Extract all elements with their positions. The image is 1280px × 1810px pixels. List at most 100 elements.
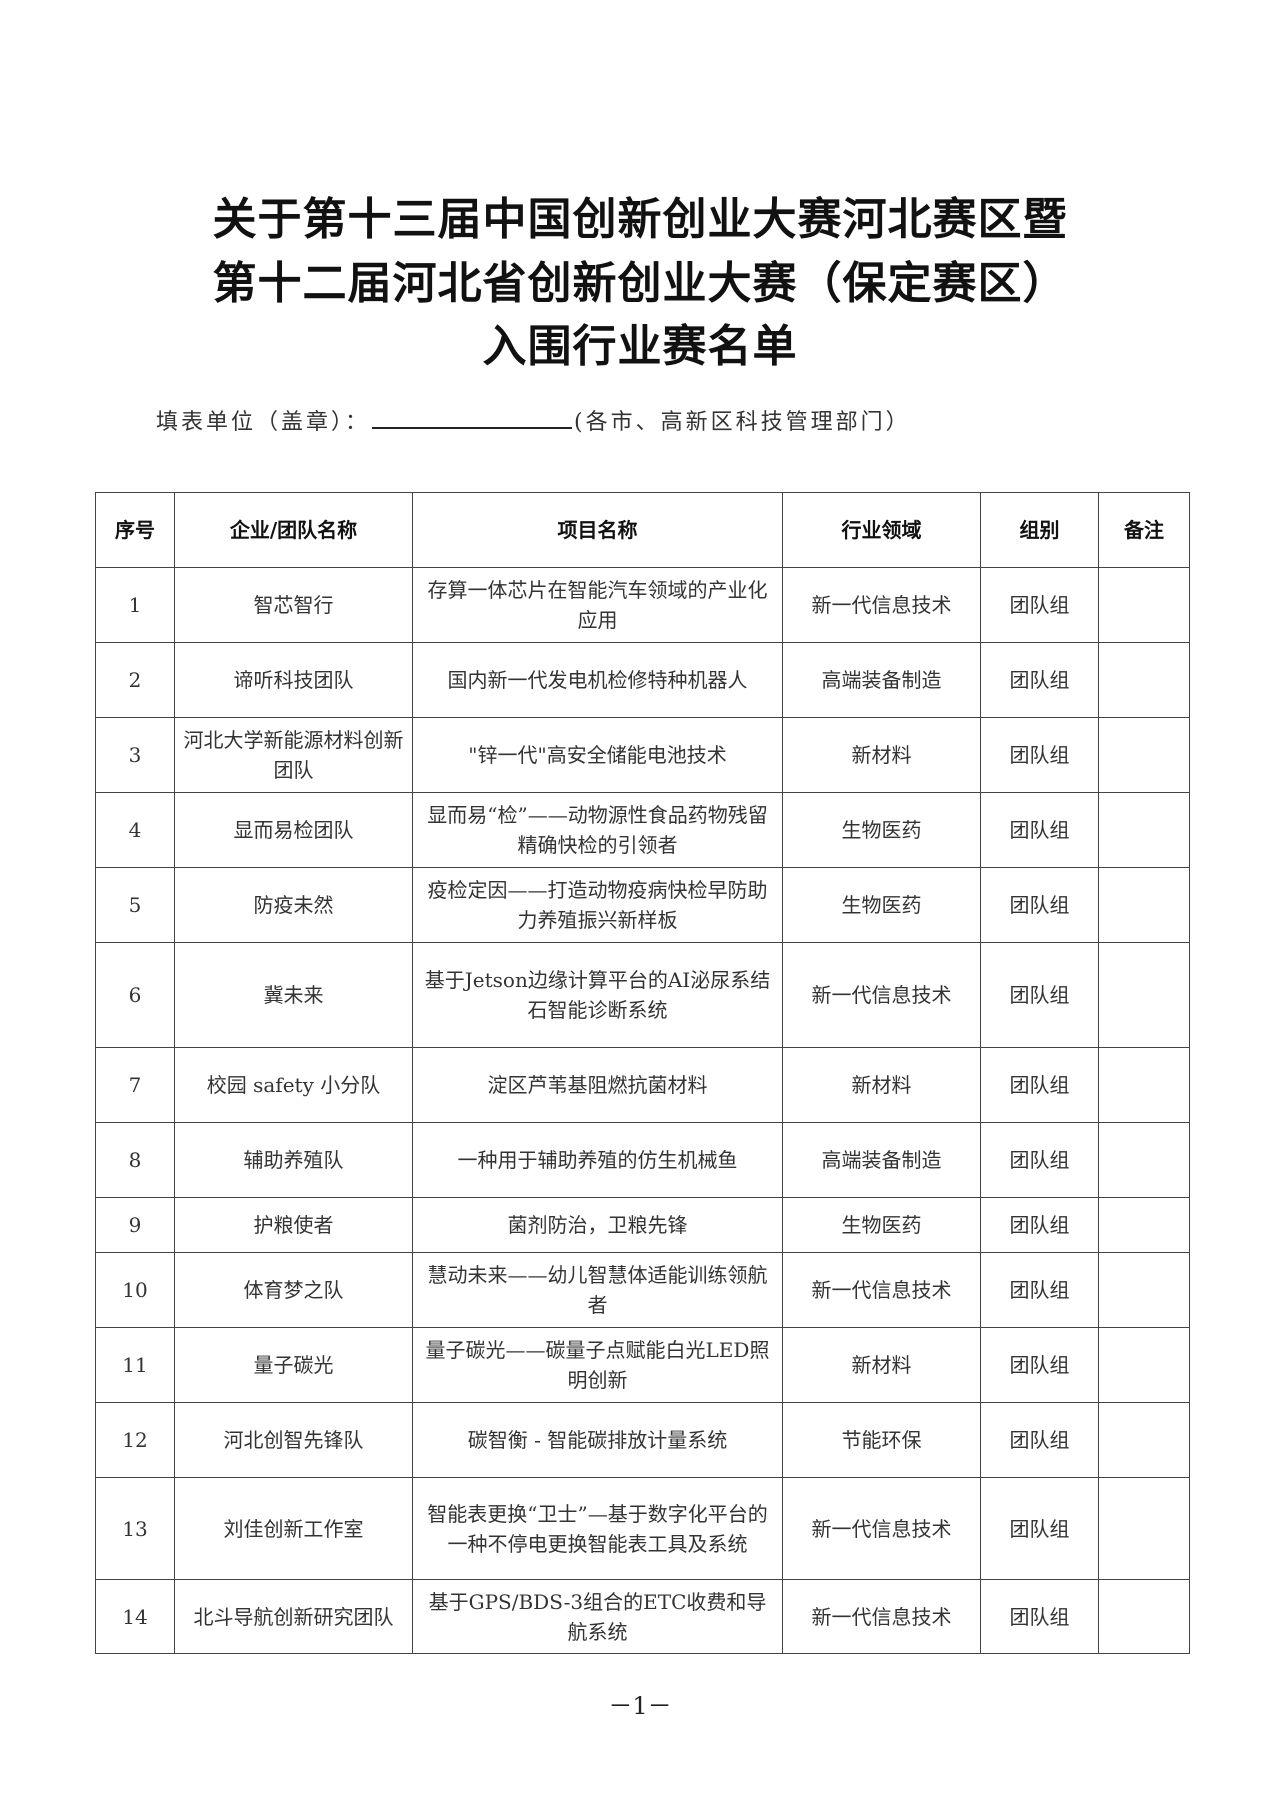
- cell-group: 团队组: [980, 792, 1099, 868]
- cell-remark: [1098, 867, 1190, 943]
- cell-group: 团队组: [980, 567, 1099, 643]
- fill-blank: [372, 407, 573, 429]
- cell-project: 淀区芦苇基阻燃抗菌材料: [412, 1047, 783, 1123]
- cell-remark: [1098, 1197, 1190, 1253]
- cell-team: 北斗导航创新研究团队: [174, 1579, 413, 1654]
- table-row: 13 刘佳创新工作室 智能表更换“卫士”—基于数字化平台的一种不停电更换智能表工具及…: [95, 1477, 1190, 1580]
- cell-index: 3: [95, 717, 175, 793]
- cell-team: 护粮使者: [174, 1197, 413, 1253]
- cell-team: 辅助养殖队: [174, 1122, 413, 1198]
- cell-index: 4: [95, 792, 175, 868]
- cell-remark: [1098, 642, 1190, 718]
- cell-industry: 新一代信息技术: [782, 942, 981, 1048]
- cell-group: 团队组: [980, 1477, 1099, 1580]
- cell-remark: [1098, 1579, 1190, 1654]
- cell-index: 8: [95, 1122, 175, 1198]
- page-number: －1－: [608, 1692, 672, 1720]
- table-row: 2 谛听科技团队 国内新一代发电机检修特种机器人 高端装备制造 团队组: [95, 642, 1190, 718]
- cell-remark: [1098, 1252, 1190, 1328]
- cell-index: 5: [95, 867, 175, 943]
- cell-group: 团队组: [980, 1579, 1099, 1654]
- cell-project: 疫检定因——打造动物疫病快检早防助力养殖振兴新样板: [412, 867, 783, 943]
- cell-project: 存算一体芯片在智能汽车领域的产业化应用: [412, 567, 783, 643]
- cell-team: 河北创智先锋队: [174, 1402, 413, 1478]
- table-row: 6 冀未来 基于Jetson边缘计算平台的AI泌尿系结石智能诊断系统 新一代信息技术团…: [95, 942, 1190, 1048]
- cell-remark: [1098, 567, 1190, 643]
- cell-remark: [1098, 792, 1190, 868]
- cell-index: 11: [95, 1327, 175, 1403]
- cell-project: 菌剂防治，卫粮先锋: [412, 1197, 783, 1253]
- fill-label: 填表单位（盖章）：: [156, 410, 371, 435]
- header-index: 序号: [95, 492, 175, 568]
- cell-group: 团队组: [980, 1197, 1099, 1253]
- table-row: 4 显而易检团队 显而易“检”——动物源性食品药物残留精确快检的引领者 生物医药 团队组: [95, 792, 1190, 868]
- cell-team: 谛听科技团队: [174, 642, 413, 718]
- cell-remark: [1098, 1047, 1190, 1123]
- cell-team: 防疫未然: [174, 867, 413, 943]
- cell-industry: 新材料: [782, 1047, 981, 1123]
- cell-group: 团队组: [980, 1402, 1099, 1478]
- table-row: 10 体育梦之队 慧动未来——幼儿智慧体适能训练领航者 新一代信息技术 团队组: [95, 1252, 1190, 1328]
- cell-group: 团队组: [980, 717, 1099, 793]
- cell-team: 显而易检团队: [174, 792, 413, 868]
- cell-remark: [1098, 942, 1190, 1048]
- cell-team: 刘佳创新工作室: [174, 1477, 413, 1580]
- cell-index: 1: [95, 567, 175, 643]
- header-group: 组别: [980, 492, 1099, 568]
- cell-project: 智能表更换“卫士”—基于数字化平台的一种不停电更换智能表工具及系统: [412, 1477, 783, 1580]
- title-line-1: 关于第十三届中国创新创业大赛河北赛区暨: [212, 194, 1068, 245]
- table-row: 14 北斗导航创新研究团队 基于GPS/BDS-3组合的ETC收费和导航系统 新一代信…: [95, 1579, 1190, 1654]
- cell-industry: 高端装备制造: [782, 1122, 981, 1198]
- cell-group: 团队组: [980, 867, 1099, 943]
- cell-industry: 新材料: [782, 1327, 981, 1403]
- table-row: 9 护粮使者 菌剂防治，卫粮先锋 生物医药 团队组: [95, 1197, 1190, 1253]
- cell-group: 团队组: [980, 1122, 1099, 1198]
- cell-team: 智芯智行: [174, 567, 413, 643]
- fill-unit-line: 填表单位（盖章）： (各市、高新区科技管理部门）: [156, 404, 911, 436]
- cell-index: 7: [95, 1047, 175, 1123]
- cell-project: 碳智衡 - 智能碳排放计量系统: [412, 1402, 783, 1478]
- shortlist-table: 序号 企业/团队名称 项目名称 行业领域 组别 备注 1 智芯智行 存算一体芯片在智…: [95, 492, 1190, 1654]
- cell-index: 10: [95, 1252, 175, 1328]
- cell-project: 基于Jetson边缘计算平台的AI泌尿系结石智能诊断系统: [412, 942, 783, 1048]
- header-industry: 行业领域: [782, 492, 981, 568]
- cell-industry: 生物医药: [782, 792, 981, 868]
- cell-project: 基于GPS/BDS-3组合的ETC收费和导航系统: [412, 1579, 783, 1654]
- cell-industry: 新一代信息技术: [782, 1579, 981, 1654]
- table-row: 7 校园 safety 小分队 淀区芦苇基阻燃抗菌材料 新材料 团队组: [95, 1047, 1190, 1123]
- cell-industry: 生物医药: [782, 867, 981, 943]
- header-project: 项目名称: [412, 492, 783, 568]
- cell-index: 12: [95, 1402, 175, 1478]
- cell-project: 慧动未来——幼儿智慧体适能训练领航者: [412, 1252, 783, 1328]
- cell-remark: [1098, 1327, 1190, 1403]
- header-team: 企业/团队名称: [174, 492, 413, 568]
- title-line-2: 第十二届河北省创新创业大赛（保定赛区）: [212, 258, 1068, 309]
- table-row: 5 防疫未然 疫检定因——打造动物疫病快检早防助力养殖振兴新样板 生物医药 团队组: [95, 867, 1190, 943]
- cell-industry: 新一代信息技术: [782, 1477, 981, 1580]
- table-header-row: 序号 企业/团队名称 项目名称 行业领域 组别 备注: [95, 492, 1190, 568]
- cell-industry: 新一代信息技术: [782, 1252, 981, 1328]
- table-row: 8 辅助养殖队 一种用于辅助养殖的仿生机械鱼 高端装备制造 团队组: [95, 1122, 1190, 1198]
- cell-industry: 新材料: [782, 717, 981, 793]
- cell-remark: [1098, 1122, 1190, 1198]
- cell-industry: 生物医药: [782, 1197, 981, 1253]
- cell-group: 团队组: [980, 942, 1099, 1048]
- cell-project: 量子碳光——碳量子点赋能白光LED照明创新: [412, 1327, 783, 1403]
- cell-team: 体育梦之队: [174, 1252, 413, 1328]
- cell-industry: 节能环保: [782, 1402, 981, 1478]
- cell-remark: [1098, 717, 1190, 793]
- cell-team: 校园 safety 小分队: [174, 1047, 413, 1123]
- cell-project: 显而易“检”——动物源性食品药物残留精确快检的引领者: [412, 792, 783, 868]
- fill-note: (各市、高新区科技管理部门）: [574, 410, 911, 435]
- cell-project: "锌一代"高安全储能电池技术: [412, 717, 783, 793]
- cell-group: 团队组: [980, 1252, 1099, 1328]
- table-row: 11 量子碳光 量子碳光——碳量子点赋能白光LED照明创新 新材料 团队组: [95, 1327, 1190, 1403]
- cell-group: 团队组: [980, 1047, 1099, 1123]
- header-remark: 备注: [1098, 492, 1190, 568]
- cell-project: 国内新一代发电机检修特种机器人: [412, 642, 783, 718]
- cell-team: 冀未来: [174, 942, 413, 1048]
- cell-remark: [1098, 1402, 1190, 1478]
- cell-group: 团队组: [980, 1327, 1099, 1403]
- table-row: 12 河北创智先锋队 碳智衡 - 智能碳排放计量系统 节能环保 团队组: [95, 1402, 1190, 1478]
- cell-team: 量子碳光: [174, 1327, 413, 1403]
